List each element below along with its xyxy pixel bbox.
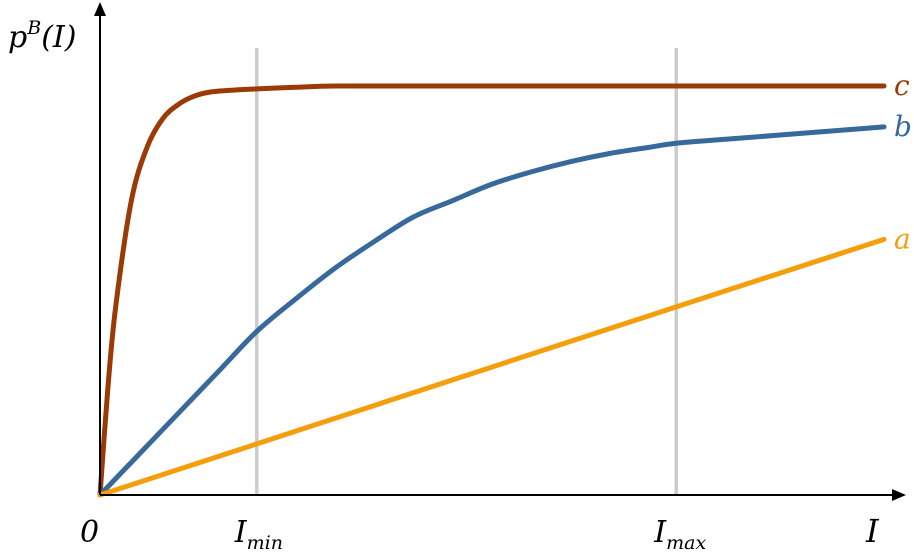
y-axis-arrow <box>94 2 106 16</box>
axes <box>94 2 906 501</box>
series-label-b: b <box>894 110 912 143</box>
series-line-a <box>97 236 887 498</box>
reference-labels: Imin Imax <box>234 515 707 554</box>
x-axis-label: I <box>865 512 880 550</box>
y-axis-label: pB(I) <box>8 17 76 55</box>
reference-lines <box>255 48 678 495</box>
reference-label-min: Imin <box>234 515 283 554</box>
series-label-c: c <box>894 69 910 102</box>
reference-label-max: Imax <box>653 515 706 554</box>
series-lines <box>97 83 887 498</box>
series-labels: cb a <box>894 69 912 255</box>
series-line-b <box>97 124 887 498</box>
origin-label: 0 <box>80 515 99 550</box>
series-line-c <box>97 83 887 498</box>
x-axis-arrow <box>892 489 906 501</box>
series-label-a: a <box>894 222 911 255</box>
